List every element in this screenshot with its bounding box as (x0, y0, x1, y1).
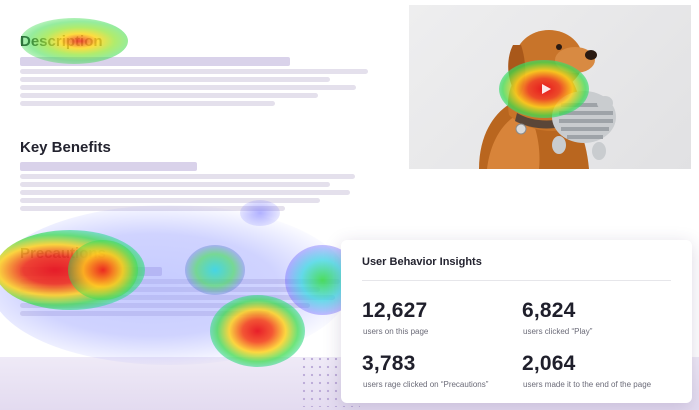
text-line (20, 206, 285, 211)
text-line (20, 190, 350, 195)
text-line (20, 267, 162, 276)
text-line (20, 101, 275, 106)
heat-haze (0, 205, 350, 365)
precautions-heading[interactable]: Precautions (20, 245, 106, 262)
description-heading: Description (20, 33, 103, 50)
text-line (20, 295, 335, 300)
stat-users-on-page-value: 12,627 (362, 299, 428, 322)
text-line (20, 85, 356, 90)
text-line (20, 311, 270, 316)
text-line (20, 182, 330, 187)
card-title: User Behavior Insights (362, 256, 482, 268)
play-icon[interactable] (539, 82, 553, 96)
stat-play-clicks-label: users clicked “Play” (523, 327, 593, 336)
text-line (20, 287, 320, 292)
stat-end-of-page-label: users made it to the end of the page (523, 380, 652, 389)
stat-users-on-page-label: users on this page (363, 327, 429, 336)
text-line (20, 303, 310, 308)
text-line (20, 279, 340, 284)
text-line (20, 198, 320, 203)
text-line (20, 77, 330, 82)
card-divider (362, 280, 671, 281)
text-line (20, 93, 318, 98)
stat-rage-clicks-label: users rage clicked on “Precautions” (363, 380, 489, 389)
stat-play-clicks-value: 6,824 (522, 299, 576, 322)
heat-spot-faint (240, 200, 280, 226)
key-benefits-heading: Key Benefits (20, 139, 111, 156)
text-line (20, 174, 355, 179)
stat-rage-clicks-value: 3,783 (362, 352, 416, 375)
text-line (20, 69, 368, 74)
stat-end-of-page-value: 2,064 (522, 352, 576, 375)
product-hero-image[interactable] (409, 5, 691, 169)
user-behavior-insights-card: User Behavior Insights 12,627 users on t… (341, 240, 692, 403)
text-line (20, 162, 197, 171)
text-line (20, 57, 290, 66)
